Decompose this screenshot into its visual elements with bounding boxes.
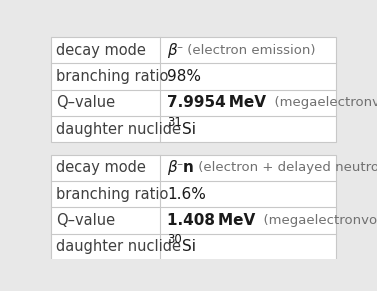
Text: decay mode: decay mode (57, 43, 146, 58)
Bar (51, 37, 336, 143)
Text: daughter nuclide: daughter nuclide (57, 122, 181, 137)
Text: (electron + delayed neutron): (electron + delayed neutron) (194, 162, 377, 175)
Text: Si: Si (182, 122, 196, 137)
Text: 98%: 98% (167, 69, 201, 84)
Text: n: n (183, 160, 194, 175)
Text: 1.408 MeV: 1.408 MeV (167, 213, 255, 228)
Text: (megaelectronvolts): (megaelectronvolts) (266, 97, 377, 109)
Text: ⁻: ⁻ (177, 44, 183, 57)
Text: Q–value: Q–value (57, 95, 116, 111)
Text: ⁻: ⁻ (177, 162, 183, 175)
Text: 1.6%: 1.6% (167, 187, 206, 202)
Text: Si: Si (182, 239, 196, 254)
Text: β: β (167, 43, 177, 58)
Text: 31: 31 (167, 116, 182, 129)
Text: 30: 30 (167, 233, 182, 246)
Text: branching ratio: branching ratio (57, 69, 169, 84)
Text: daughter nuclide: daughter nuclide (57, 239, 181, 254)
Text: decay mode: decay mode (57, 160, 146, 175)
Text: β: β (167, 160, 177, 175)
Text: (megaelectronvolts): (megaelectronvolts) (255, 214, 377, 227)
Bar (51, 155, 336, 260)
Text: branching ratio: branching ratio (57, 187, 169, 202)
Text: (electron emission): (electron emission) (183, 44, 316, 57)
Text: Q–value: Q–value (57, 213, 116, 228)
Text: 7.9954 MeV: 7.9954 MeV (167, 95, 266, 111)
